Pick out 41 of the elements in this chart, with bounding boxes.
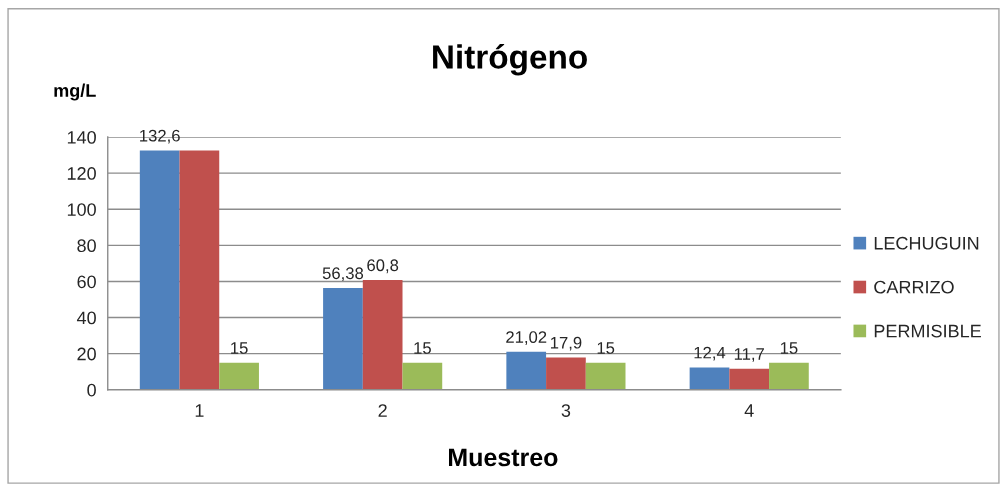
legend-label: PERMISIBLE [874,324,981,338]
y-tick-label: 60 [77,275,96,289]
x-tick-label: 3 [561,404,571,417]
bar [402,362,443,390]
bar [585,362,626,390]
data-label: 15 [231,342,248,354]
x-tick-label: 1 [195,404,204,417]
x-axis-title: Muestreo [449,448,558,467]
data-label: 132,6 [140,129,180,144]
data-label: 15 [597,342,615,354]
bar [769,362,809,390]
data-label: 21,02 [506,331,547,345]
legend-label: CARRIZO [874,280,954,294]
data-label: 56,38 [322,267,364,282]
bar [729,368,770,390]
bar [362,280,403,390]
data-label: 12,4 [694,346,726,361]
legend-label: LECHUGUIN [874,236,979,250]
y-tick-label: 140 [67,130,96,144]
bar [219,362,259,390]
data-label: 60,8 [367,259,399,274]
bar [139,150,180,390]
y-tick-label: 20 [77,347,96,361]
y-tick-label: 0 [87,383,96,397]
y-tick-label: 40 [76,311,96,325]
bar [689,367,730,390]
bar [179,150,220,390]
y-tick-label: 100 [67,203,96,216]
y-tick-label: 120 [67,167,96,180]
data-label: 15 [780,342,798,354]
x-tick-label: 2 [378,404,387,417]
data-label: 11,7 [734,348,764,362]
bar [506,351,547,390]
x-tick-label: 4 [744,404,754,417]
y-tick-label: 80 [77,239,96,253]
data-label: 17,9 [550,336,582,351]
bar [323,288,363,390]
chart-title: Nitrógeno [433,44,587,76]
data-label: 15 [414,342,431,354]
bar [546,357,586,390]
y-axis-title: mg/L [54,83,96,101]
